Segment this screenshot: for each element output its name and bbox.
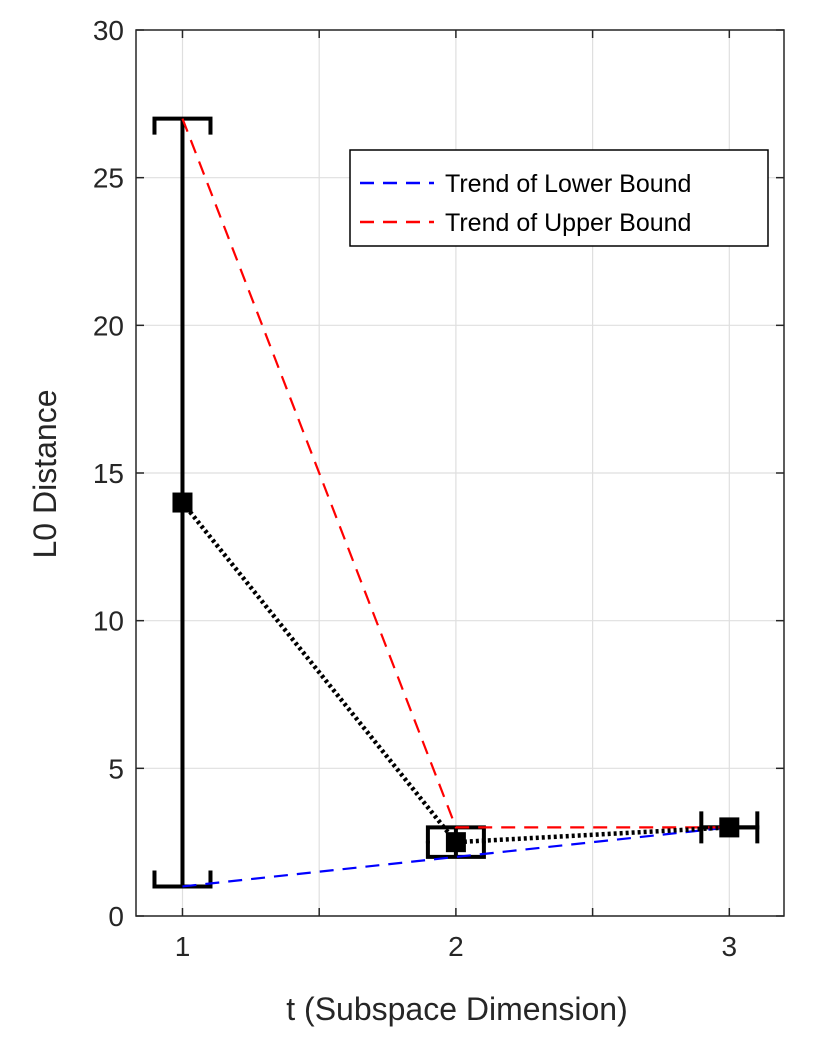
series-line-mean bbox=[180, 501, 730, 845]
legend-box bbox=[349, 149, 769, 247]
y-tick-label-20: 20 bbox=[93, 310, 124, 341]
y-tick-label-30: 30 bbox=[93, 15, 124, 46]
legend: Trend of Lower Bound Trend of Upper Boun… bbox=[349, 149, 769, 247]
error-bar-cap-lower-2 bbox=[425, 840, 486, 859]
y-tick-label-10: 10 bbox=[93, 606, 124, 637]
x-tick-label-3: 3 bbox=[722, 931, 738, 962]
x-tick-label-2: 2 bbox=[448, 931, 464, 962]
legend-label-lower: Trend of Lower Bound bbox=[445, 170, 691, 198]
x-axis-label: t (Subspace Dimension) bbox=[286, 991, 627, 1027]
mean-marker-3 bbox=[719, 817, 740, 838]
axes bbox=[135, 29, 785, 917]
mean-marker-2 bbox=[445, 832, 466, 853]
legend-label-upper: Trend of Upper Bound bbox=[445, 209, 691, 237]
y-tick-label-5: 5 bbox=[108, 753, 124, 784]
y-axis-label: L0 Distance bbox=[27, 390, 63, 559]
y-tick-label-25: 25 bbox=[93, 163, 124, 194]
series-lines bbox=[180, 118, 730, 888]
x-tick-label-1: 1 bbox=[175, 931, 191, 962]
series-line-upper-bound bbox=[181, 118, 730, 829]
y-tick-label-0: 0 bbox=[108, 901, 124, 932]
y-tick-label-15: 15 bbox=[93, 458, 124, 489]
mean-markers bbox=[172, 492, 740, 853]
mean-marker-1 bbox=[172, 492, 193, 513]
